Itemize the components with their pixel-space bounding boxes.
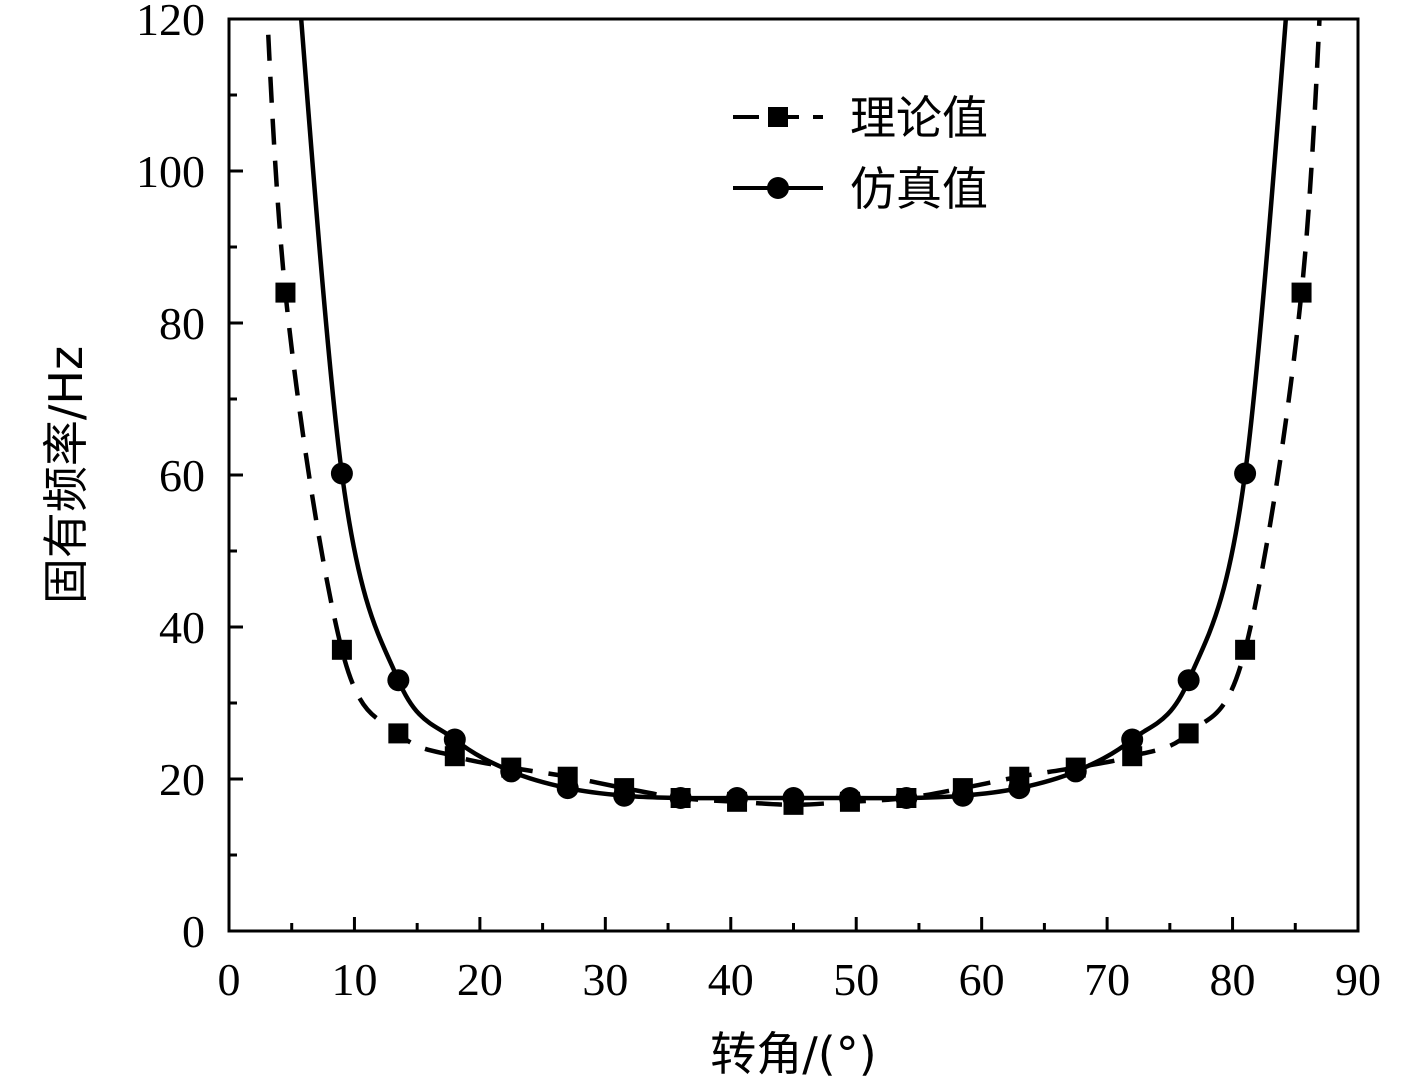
series-line xyxy=(265,19,1322,808)
data-point-square xyxy=(1291,282,1312,303)
y-tick-label: 40 xyxy=(159,602,205,653)
series-markers xyxy=(275,282,1312,815)
data-point-circle xyxy=(1008,777,1031,800)
data-point-circle xyxy=(500,760,523,783)
x-tick-label: 50 xyxy=(833,954,879,1005)
data-point-circle xyxy=(726,787,749,809)
x-tick-label: 30 xyxy=(582,954,628,1005)
y-tick-label: 0 xyxy=(182,906,205,957)
y-tick-label: 80 xyxy=(159,298,205,349)
data-point-square xyxy=(1122,746,1143,767)
x-tick-label: 60 xyxy=(959,954,1005,1005)
data-point-circle xyxy=(556,777,579,800)
legend: 理论值 仿真值 xyxy=(733,91,988,216)
data-point-circle xyxy=(951,784,974,807)
data-point-circle xyxy=(613,784,636,807)
x-tick-label: 20 xyxy=(457,954,503,1005)
data-point-circle xyxy=(330,462,353,485)
series-layer xyxy=(265,19,1322,815)
data-point-circle xyxy=(387,669,410,692)
ticks-layer: 0 10 20 30 40 50 60 70 80 90 0 20 40 60 80 100 120 xyxy=(136,0,1381,1005)
legend-entry-theory: 理论值 xyxy=(733,91,988,145)
legend-marker-circle xyxy=(767,177,789,199)
series-markers xyxy=(330,462,1257,809)
data-point-square xyxy=(1235,639,1256,660)
series-0 xyxy=(265,19,1322,808)
y-tick-label: 20 xyxy=(159,754,205,805)
legend-entry-simulation: 仿真值 xyxy=(733,162,988,216)
legend-marker-square xyxy=(768,107,788,127)
data-point-circle xyxy=(782,787,805,809)
data-point-circle xyxy=(895,787,918,809)
series-1 xyxy=(298,19,1289,801)
x-tick-label: 10 xyxy=(331,954,377,1005)
x-axis-title: 转角/(°) xyxy=(710,1027,876,1081)
data-point-circle xyxy=(1121,728,1144,751)
x-tick-label: 70 xyxy=(1084,954,1130,1005)
data-point-circle xyxy=(838,787,861,809)
series-line xyxy=(298,19,1289,801)
data-point-square xyxy=(1178,723,1199,744)
data-point-circle xyxy=(1234,462,1257,485)
data-point-circle xyxy=(1177,669,1200,692)
data-point-circle xyxy=(1064,760,1087,783)
legend-label-theory: 理论值 xyxy=(850,91,988,145)
data-point-square xyxy=(331,639,352,660)
x-tick-label: 80 xyxy=(1210,954,1256,1005)
y-tick-label: 120 xyxy=(136,0,205,45)
data-point-circle xyxy=(443,728,466,751)
y-tick-label: 60 xyxy=(159,450,205,501)
x-tick-label: 90 xyxy=(1335,954,1381,1005)
legend-label-simulation: 仿真值 xyxy=(850,162,988,216)
data-point-circle xyxy=(669,787,692,809)
x-tick-label: 40 xyxy=(708,954,754,1005)
y-axis-title: 固有频率/Hz xyxy=(39,346,93,604)
data-point-square xyxy=(444,746,465,767)
y-tick-label: 100 xyxy=(136,146,205,197)
data-point-square xyxy=(388,723,409,744)
data-point-square xyxy=(275,282,296,303)
x-tick-label: 0 xyxy=(218,954,241,1005)
